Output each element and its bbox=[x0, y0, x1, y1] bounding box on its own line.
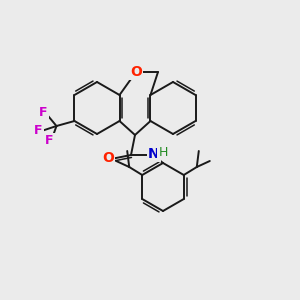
Text: F: F bbox=[39, 106, 48, 119]
Text: F: F bbox=[45, 134, 54, 148]
Text: F: F bbox=[34, 124, 43, 137]
Text: H: H bbox=[158, 146, 168, 158]
Text: N: N bbox=[148, 147, 160, 161]
Text: O: O bbox=[130, 65, 142, 79]
Text: O: O bbox=[102, 151, 114, 165]
